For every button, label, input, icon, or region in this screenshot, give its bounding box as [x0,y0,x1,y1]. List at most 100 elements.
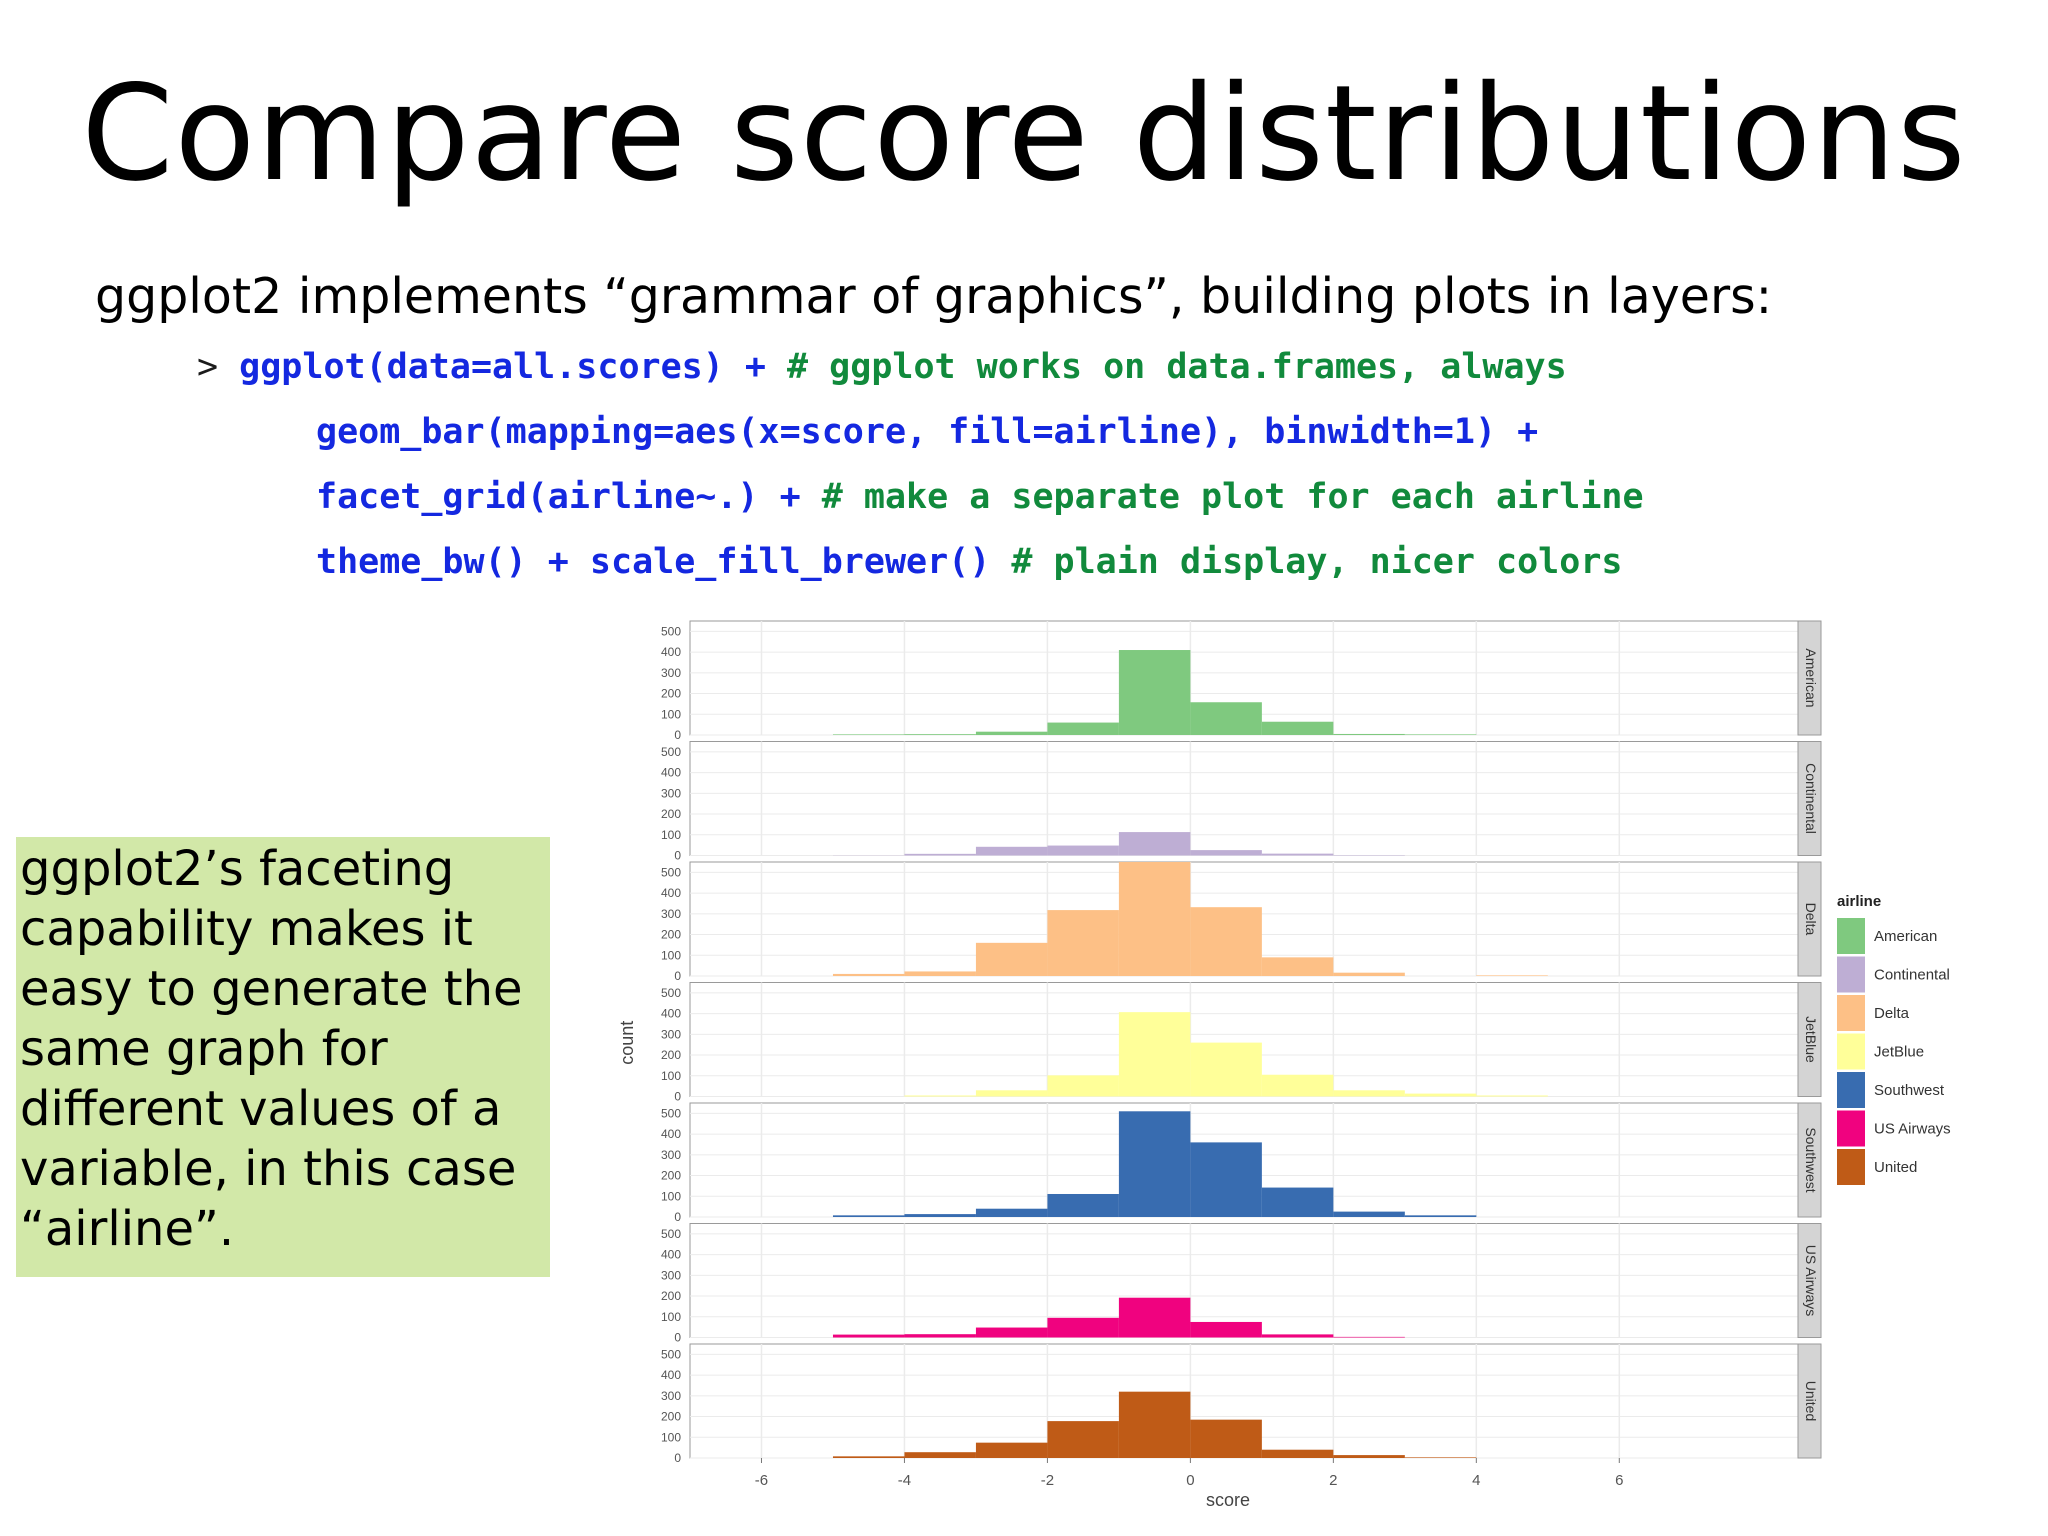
facet-strip [1797,982,1822,1097]
histogram-bar [832,734,905,735]
legend-swatch [1837,956,1865,993]
y-tick-label: 300 [661,1389,681,1403]
facet-strip [1797,741,1822,856]
histogram-bar [1190,1042,1262,1097]
histogram-bar [1404,1093,1477,1097]
callout-box: ggplot2’s faceting capability makes it e… [16,837,550,1277]
y-tick-label: 0 [674,1451,681,1465]
y-tick-label: 0 [674,1331,681,1345]
y-tick-label: 500 [661,745,681,759]
x-tick-label: 6 [1615,1472,1623,1489]
facet-strip-label: US Airways [1803,1245,1819,1317]
code-line-4: theme_bw() + scale_fill_brewer() # plain… [316,541,1622,583]
faceted-histogram-chart: 0100200300400500American0100200300400500… [617,620,1951,1510]
code-text: ggplot(data=all.scores) + [239,347,788,387]
legend-title: airline [1837,893,1881,910]
code-comment: # ggplot works on data.frames, always [787,347,1567,387]
y-tick-label: 200 [661,1410,681,1424]
histogram-bar [1047,845,1119,856]
histogram-bar [1190,850,1262,856]
histogram-bar [1261,957,1334,976]
y-tick-label: 500 [661,865,681,879]
histogram-bar [975,1090,1048,1097]
histogram-bar [1333,1336,1405,1338]
histogram-bar [1404,734,1477,735]
y-tick-label: 200 [661,1289,681,1303]
code-line-2: geom_bar(mapping=aes(x=score, fill=airli… [316,411,1538,453]
histogram-bar [832,1456,905,1458]
histogram-bar [1190,907,1262,976]
code-text: facet_grid(airline~.) + [316,477,822,517]
code-text: geom_bar(mapping=aes(x=score, fill=airli… [316,412,1539,452]
y-tick-label: 100 [661,1430,681,1444]
y-tick-label: 400 [661,645,681,659]
histogram-bar [1404,1457,1477,1458]
facet-strip-label: JetBlue [1803,1016,1819,1063]
legend-label: Southwest [1874,1082,1945,1099]
x-tick-label: -6 [755,1472,768,1489]
histogram-bar [1118,1012,1191,1097]
histogram-bar [1190,1419,1262,1458]
code-prompt: > [197,347,240,387]
histogram-bar [1404,1215,1477,1217]
histogram-bar [1047,1421,1119,1458]
histogram-bar [1047,722,1119,735]
histogram-bar [1261,853,1334,856]
x-axis-label: score [1206,1490,1250,1510]
histogram-bar [904,734,976,735]
y-tick-label: 200 [661,1169,681,1183]
histogram-bar [904,1214,976,1217]
y-tick-label: 100 [661,828,681,842]
x-tick-label: 4 [1472,1472,1480,1489]
x-tick-label: -4 [898,1472,911,1489]
y-tick-label: 500 [661,1227,681,1241]
histogram-bar [1333,1455,1405,1458]
histogram-bar [1261,1334,1334,1338]
y-tick-label: 300 [661,1027,681,1041]
histogram-bar [904,853,976,856]
facet-strip-label: Continental [1803,763,1819,834]
histogram-bar [1261,721,1334,735]
histogram-bar [1333,733,1405,735]
histogram-bar [1190,702,1262,735]
histogram-bar [1118,1391,1191,1458]
histogram-bar [1047,910,1119,976]
histogram-bar [1333,1211,1405,1217]
code-comment: # plain display, nicer colors [1011,542,1623,582]
y-tick-label: 400 [661,1248,681,1262]
y-tick-label: 0 [674,728,681,742]
histogram-bar [975,846,1048,856]
y-tick-label: 500 [661,1106,681,1120]
legend-label: Continental [1874,967,1950,984]
histogram-bar [832,1215,905,1217]
y-tick-label: 0 [674,849,681,863]
y-tick-label: 300 [661,907,681,921]
histogram-bar [1476,1095,1548,1097]
code-line-3: facet_grid(airline~.) + # make a separat… [316,476,1644,518]
histogram-bar [1047,1075,1119,1097]
y-tick-label: 100 [661,1069,681,1083]
histogram-bar [975,1327,1048,1338]
histogram-bar [904,1452,976,1458]
histogram-bar [1190,1321,1262,1338]
histogram-bar [904,971,976,976]
histogram-bar [1333,1090,1405,1097]
code-comment: # make a separate plot for each airline [821,477,1644,517]
histogram-bar [1261,1074,1334,1097]
x-tick-label: 0 [1186,1472,1194,1489]
histogram-bar [1118,1297,1191,1338]
y-tick-label: 400 [661,766,681,780]
histogram-bar [1118,862,1191,976]
legend-swatch [1837,1072,1865,1108]
y-tick-label: 0 [674,1090,681,1104]
facet-strip [1797,1223,1822,1338]
y-tick-label: 100 [661,1310,681,1324]
legend-label: US Airways [1874,1121,1951,1138]
histogram-bar [1047,1193,1119,1217]
histogram-bar [1118,650,1191,735]
x-tick-label: -2 [1041,1472,1054,1489]
facet-strip [1797,861,1822,977]
y-tick-label: 200 [661,807,681,821]
histogram-bar [904,1095,976,1097]
facet-strip-label: Southwest [1803,1127,1819,1192]
